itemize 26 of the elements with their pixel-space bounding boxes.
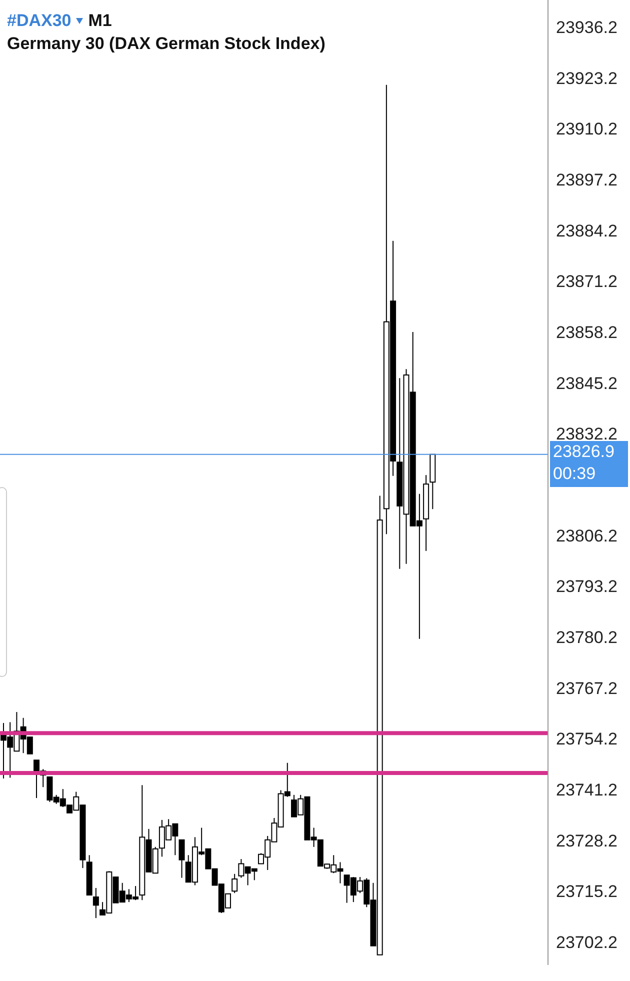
ref-line-label: 23826.9 [553,441,616,464]
y-tick-label: 23806.2 [556,526,618,546]
y-tick-label: 23845.2 [556,374,618,393]
text: M1 [88,10,112,32]
candlestick [92,887,99,919]
text: 00:39 [553,463,597,486]
candlestick [178,839,185,878]
y-tick-label: 23858.2 [556,323,618,342]
text: #DAX30 [7,10,72,32]
y-tick-label: 23832.2 [556,424,618,444]
y-tick-label: 23897.2 [556,170,618,190]
y-tick-label: 23910.2 [556,120,618,139]
y-tick-label: 23767.2 [556,678,618,698]
y-tick-label: 23871.2 [556,272,618,292]
y-tick-label: 23754.2 [556,730,618,749]
y-tick-label: 23780.2 [556,628,618,647]
y-tick-label: 23741.2 [556,780,618,800]
y-tick-label: 23884.2 [556,221,618,240]
annotation: Germany 30 (DAX German Stock Index) [7,34,326,54]
y-tick-label: 23715.2 [556,882,618,902]
candlestick [232,873,238,894]
y-tick-label: 23936.2 [556,18,618,38]
y-tick-label: 23923.2 [556,68,618,88]
y-tick-label: 23728.2 [556,831,618,850]
y-tick-label: 23702.2 [556,932,618,952]
y-tick-label: 23793.2 [556,577,618,596]
